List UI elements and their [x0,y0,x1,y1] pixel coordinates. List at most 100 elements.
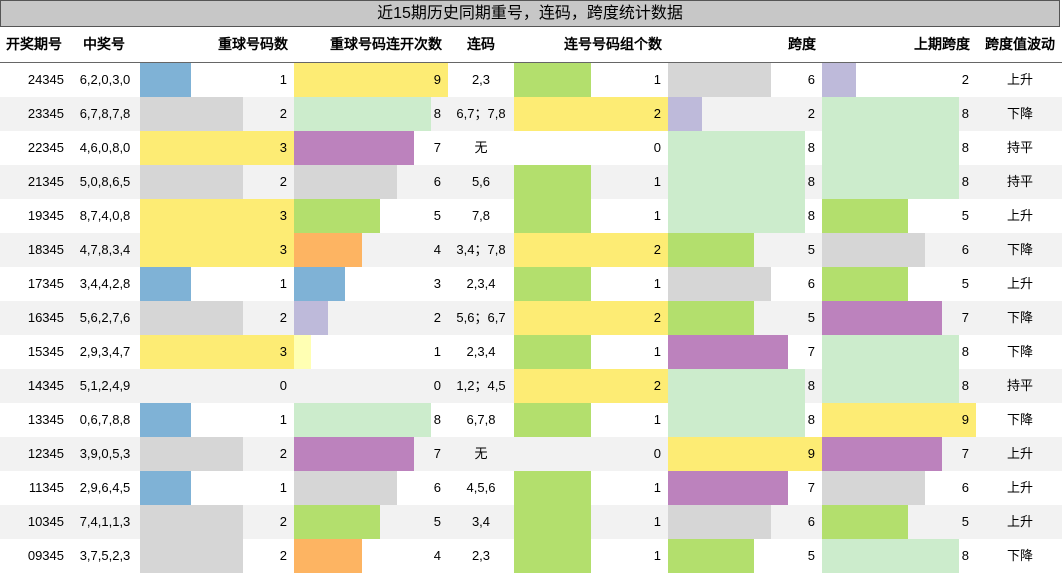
span-bar [668,267,771,301]
cell-period: 09345 [27,548,64,563]
cell-numbers: 8,7,4,0,8 [79,208,131,223]
cell-repeat-count: 1 [279,412,287,427]
prev-span-bar [822,301,942,335]
span-bar [668,97,702,131]
repeat-count-bar [140,437,243,471]
span-bar [668,131,805,165]
cell-consecutive: 2,3 [471,548,491,563]
repeat-count-bar [140,233,294,267]
prev-span-bar [822,267,908,301]
cell-prev-span: 6 [961,480,969,495]
cell-consecutive: 2,3,4 [466,344,496,359]
repeat-streak-bar [294,131,414,165]
cell-consecutive-groups: 1 [653,514,661,529]
cell-repeat-count: 3 [279,344,287,359]
cell-consecutive-groups: 2 [653,310,661,325]
cell-repeat-count: 1 [279,276,287,291]
cell-prev-span: 8 [961,344,969,359]
cell-numbers: 5,0,8,6,5 [79,174,131,189]
repeat-count-bar [140,505,243,539]
cell-numbers: 4,6,0,8,0 [79,140,131,155]
repeat-count-bar [140,471,191,505]
cell-consecutive-groups: 1 [653,72,661,87]
table-row: 18345 4,7,8,3,4 3 4 2 5 6 3,4；7,8 下降 [0,233,1062,267]
table-row: 10345 7,4,1,1,3 2 5 1 6 5 3,4 上升 [0,505,1062,539]
repeat-streak-bar [294,301,328,335]
cell-span-trend: 下降 [1006,106,1033,121]
span-bar [668,165,805,199]
cell-prev-span: 5 [961,514,969,529]
span-bar [668,369,805,403]
header-period: 开奖期号 [6,36,62,52]
prev-span-bar [822,63,856,97]
cell-numbers: 4,7,8,3,4 [79,242,131,257]
cell-repeat-count: 2 [279,514,287,529]
cell-span: 9 [807,446,815,461]
cell-consecutive-groups: 2 [653,378,661,393]
cell-repeat-streak: 3 [433,276,441,291]
span-bar [668,199,805,233]
cell-repeat-count: 2 [279,548,287,563]
cell-span: 2 [807,106,815,121]
cell-repeat-count: 3 [279,140,287,155]
cell-repeat-streak: 9 [433,72,441,87]
cell-repeat-count: 1 [279,72,287,87]
consecutive-groups-bar [514,63,591,97]
repeat-count-bar [140,403,191,437]
table-row: 15345 2,9,3,4,7 3 1 1 7 8 2,3,4 下降 [0,335,1062,369]
repeat-streak-bar [294,63,448,97]
cell-numbers: 5,1,2,4,9 [79,378,131,393]
cell-consecutive-groups: 1 [653,548,661,563]
repeat-streak-bar [294,165,397,199]
consecutive-groups-bar [514,471,591,505]
table-row: 22345 4,6,0,8,0 3 7 0 8 8 无 持平 [0,131,1062,165]
table-row: 17345 3,4,4,2,8 1 3 1 6 5 2,3,4 上升 [0,267,1062,301]
cell-repeat-count: 2 [279,446,287,461]
consecutive-groups-bar [514,199,591,233]
repeat-count-bar [140,165,243,199]
cell-period: 19345 [27,208,64,223]
cell-numbers: 2,9,6,4,5 [79,480,131,495]
cell-span: 6 [807,72,815,87]
cell-prev-span: 6 [961,242,969,257]
consecutive-groups-bar [514,301,668,335]
table-row: 16345 5,6,2,7,6 2 2 2 5 7 5,6；6,7 下降 [0,301,1062,335]
cell-span-trend: 上升 [1006,480,1033,495]
consecutive-groups-bar [514,505,591,539]
cell-consecutive-groups: 1 [653,344,661,359]
cell-consecutive: 5,6 [471,174,491,189]
consecutive-groups-bar [514,165,591,199]
cell-repeat-count: 1 [279,480,287,495]
repeat-streak-bar [294,437,414,471]
consecutive-groups-bar [514,97,668,131]
cell-span-trend: 上升 [1006,208,1033,223]
cell-repeat-streak: 5 [433,514,441,529]
cell-consecutive: 7,8 [471,208,491,223]
cell-span-trend: 持平 [1006,140,1033,155]
header-repeat-count: 重球号码数 [218,36,288,52]
table-row: 13345 0,6,7,8,8 1 8 1 8 9 6,7,8 下降 [0,403,1062,437]
prev-span-bar [822,131,959,165]
cell-consecutive: 2,3,4 [466,276,496,291]
consecutive-groups-bar [514,369,668,403]
cell-consecutive-groups: 1 [653,276,661,291]
header-consecutive-groups: 连号号码组个数 [564,36,662,52]
cell-repeat-streak: 6 [433,480,441,495]
cell-period: 12345 [27,446,64,461]
repeat-streak-bar [294,97,431,131]
repeat-count-bar [140,97,243,131]
cell-repeat-streak: 6 [433,174,441,189]
table-row: 14345 5,1,2,4,9 0 0 2 8 8 1,2；4,5 持平 [0,369,1062,403]
cell-prev-span: 8 [961,174,969,189]
cell-span: 8 [807,208,815,223]
cell-consecutive: 6,7,8 [466,412,496,427]
repeat-count-bar [140,63,191,97]
cell-span-trend: 上升 [1006,72,1033,87]
prev-span-bar [822,369,959,403]
cell-numbers: 2,9,3,4,7 [79,344,131,359]
cell-consecutive-groups: 0 [653,446,661,461]
cell-period: 23345 [27,106,64,121]
cell-repeat-streak: 4 [433,242,441,257]
cell-consecutive: 3,4；7,8 [456,242,506,257]
span-bar [668,233,754,267]
